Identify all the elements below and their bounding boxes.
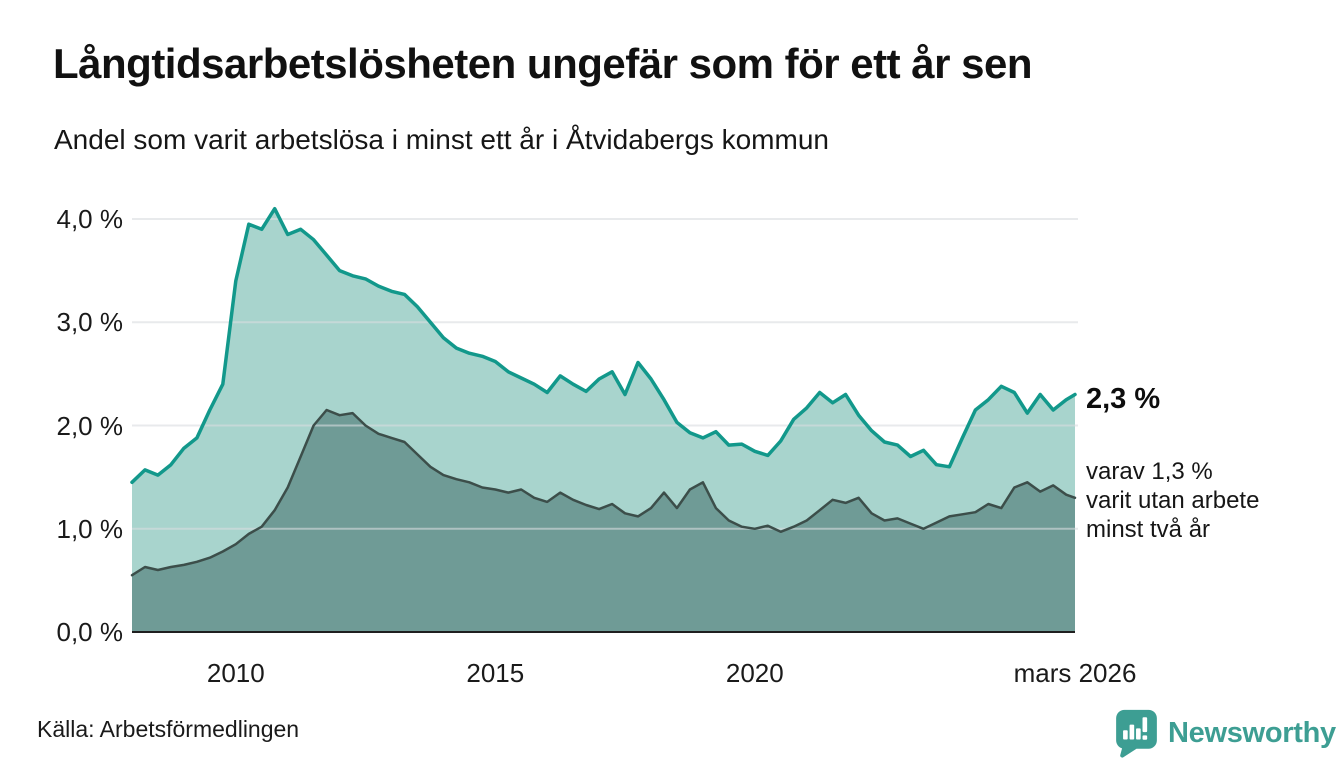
- secondary-note-label: varav 1,3 % varit utan arbete minst två …: [1086, 458, 1260, 543]
- chart-title: Långtidsarbetslösheten ungefär som för e…: [53, 40, 1033, 87]
- source-label: Källa: Arbetsförmedlingen: [37, 716, 300, 742]
- y-axis-label: 2,0 %: [56, 410, 124, 441]
- newsworthy-wordmark: Newsworthy: [1168, 716, 1336, 749]
- chart-subtitle: Andel som varit arbetslösa i minst ett å…: [54, 124, 829, 155]
- newsworthy-logo: Newsworthy: [1114, 708, 1336, 758]
- y-axis-label: 3,0 %: [56, 307, 124, 338]
- y-axis-label: 1,0 %: [56, 513, 124, 544]
- x-axis-label: 2015: [466, 658, 525, 688]
- y-axis-label: 0,0 %: [56, 617, 124, 647]
- y-axis-label: 4,0 %: [56, 204, 124, 234]
- end-value-label: 2,3 %: [1086, 383, 1161, 415]
- x-axis-label: mars 2026: [1013, 658, 1137, 688]
- newsworthy-icon: [1116, 709, 1157, 758]
- x-axis-label: 2020: [725, 658, 784, 688]
- x-axis-label: 2010: [206, 658, 265, 688]
